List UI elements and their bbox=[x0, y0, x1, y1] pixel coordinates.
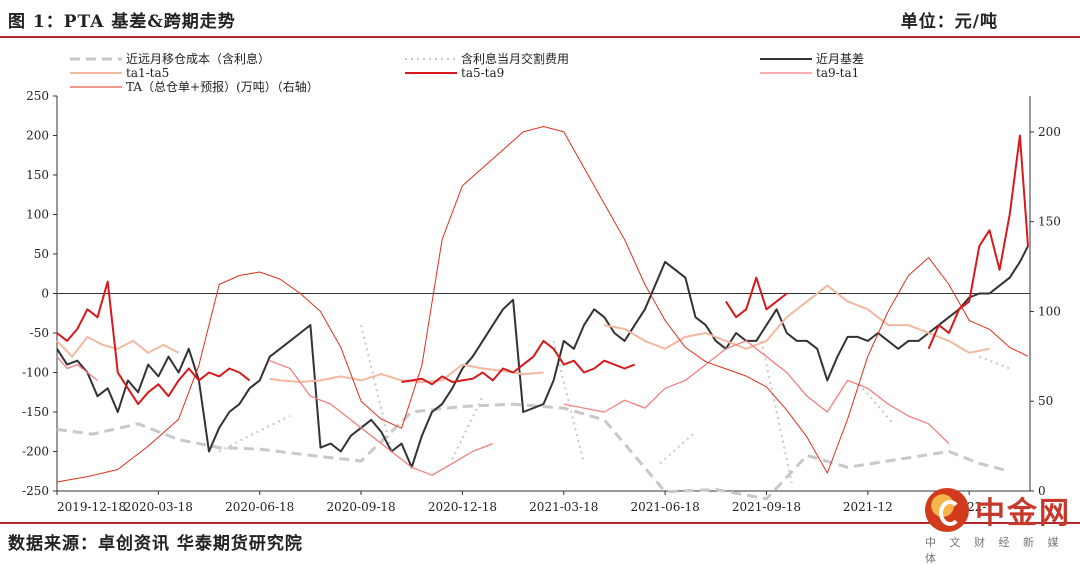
axes: -250 -200 -150 -100 -50 0 50 100 150 200 250 0 50 100… bbox=[22, 89, 1061, 514]
x-tick-label: 2019-12-18 bbox=[57, 500, 126, 514]
y2-tick-label: 0 bbox=[1038, 484, 1046, 498]
legend-label-carry-fee: 含利息当月交割费用 bbox=[461, 51, 569, 66]
bottom-divider bbox=[0, 522, 1080, 524]
legend: 近远月移仓成本（含利息） 含利息当月交割费用 近月基差 ta1-ta5 ta5-ta9 t… bbox=[70, 51, 864, 94]
y-tick-label: -100 bbox=[22, 366, 49, 380]
cngold-logo-icon bbox=[925, 488, 969, 532]
series-line-ta9-ta1 bbox=[56, 340, 950, 476]
series-line-carry-fee bbox=[218, 324, 1011, 484]
legend-label-spread-cost: 近远月移仓成本（含利息） bbox=[126, 51, 270, 66]
y-tick-label: 250 bbox=[26, 89, 49, 103]
series-line-basis bbox=[56, 245, 1029, 469]
legend-label-ta1-ta5: ta1-ta5 bbox=[126, 66, 169, 80]
legend-label-ta5-ta9: ta5-ta9 bbox=[461, 66, 504, 80]
top-divider bbox=[0, 36, 1080, 38]
legend-label-warrant: TA（总仓单+预报）(万吨）（右轴） bbox=[126, 79, 319, 94]
unit-label: 单位：元/吨 bbox=[900, 12, 998, 32]
y2-tick-label: 200 bbox=[1038, 125, 1061, 139]
y2-tick-label: 50 bbox=[1038, 394, 1053, 408]
y-tick-label: -250 bbox=[22, 484, 49, 498]
y-tick-label: -50 bbox=[30, 326, 49, 340]
source-note: 数据来源：卓创资讯 华泰期货研究院 bbox=[8, 534, 303, 554]
watermark-subtitle: 中 文 财 经 新 媒 体 bbox=[925, 536, 1064, 565]
series-line-ta1-ta5 bbox=[56, 284, 990, 383]
x-tick-label: 2021-12 bbox=[843, 500, 893, 514]
legend-label-basis: 近月基差 bbox=[816, 52, 864, 66]
y-tick-label: 200 bbox=[26, 129, 49, 143]
y-tick-label: 100 bbox=[26, 208, 49, 222]
x-tick-label: 2021-03-18 bbox=[529, 500, 598, 514]
watermark: 中金网 中 文 财 经 新 媒 体 bbox=[925, 488, 1075, 565]
series-line-warrant bbox=[56, 126, 1029, 483]
y-tick-label: 50 bbox=[34, 247, 49, 261]
y-tick-label: 0 bbox=[41, 287, 49, 301]
x-tick-label: 2020-06-18 bbox=[225, 500, 294, 514]
y-tick-label: -150 bbox=[22, 405, 49, 419]
series-lines bbox=[56, 126, 1029, 501]
chart-header: 图 1：PTA 基差&跨期走势 单位：元/吨 bbox=[0, 0, 1080, 36]
watermark-name: 中金网 bbox=[975, 496, 1071, 531]
x-tick-label: 2020-12-18 bbox=[428, 500, 497, 514]
chart-plot: 近远月移仓成本（含利息） 含利息当月交割费用 近月基差 ta1-ta5 ta5-ta9 t… bbox=[22, 51, 1061, 514]
x-tick-label: 2020-09-18 bbox=[326, 500, 395, 514]
x-tick-label: 2021-06-18 bbox=[631, 500, 700, 514]
x-tick-label: 2020-03-18 bbox=[124, 500, 193, 514]
series-line-spread-cost bbox=[56, 402, 1011, 501]
y2-tick-label: 100 bbox=[1038, 304, 1061, 318]
legend-label-ta9-ta1: ta9-ta1 bbox=[816, 66, 859, 80]
chart-title: 图 1：PTA 基差&跨期走势 bbox=[8, 12, 236, 32]
series-line-ta5-ta9 bbox=[56, 134, 1029, 406]
y-tick-label: 150 bbox=[26, 168, 49, 182]
x-tick-label: 2021-09-18 bbox=[732, 500, 801, 514]
y-tick-label: -200 bbox=[22, 445, 49, 459]
y2-tick-label: 150 bbox=[1038, 215, 1061, 229]
